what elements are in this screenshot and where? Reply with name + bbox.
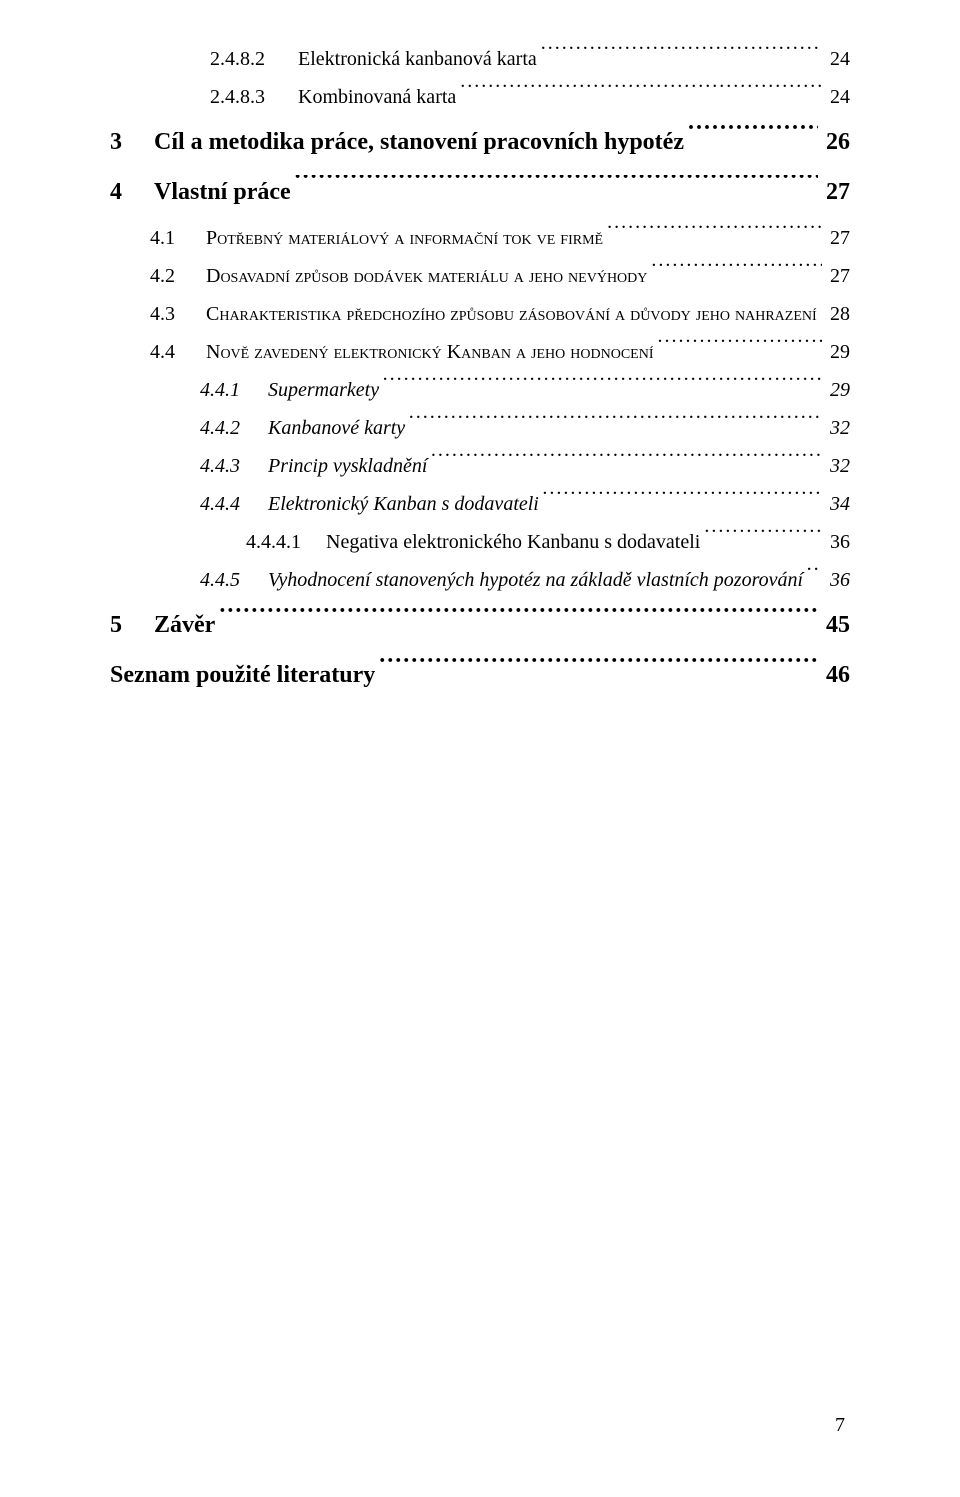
toc-entry: 3Cíl a metodika práce, stanovení pracovn…	[110, 120, 850, 166]
toc-entry-page: 27	[826, 219, 850, 257]
toc-leader-dots	[219, 608, 818, 632]
toc-entry-label: Dosavadní způsob dodávek materiálu a jeh…	[206, 257, 647, 295]
toc-entry: 4.4.4Elektronický Kanban s dodavateli 34	[110, 485, 850, 523]
toc-entry: 4.4.5Vyhodnocení stanovených hypotéz na …	[110, 561, 850, 599]
toc-entry-label: Charakteristika předchozího způsobu záso…	[206, 295, 817, 333]
toc-entry-page: 28	[826, 295, 850, 333]
toc-leader-dots	[460, 83, 822, 103]
toc-entry-page: 29	[826, 371, 850, 409]
toc-entry-number: 4.4.3	[200, 447, 268, 485]
toc-entry-number: 4.4.5	[200, 561, 268, 599]
toc-entry: 2.4.8.2Elektronická kanbanová karta 24	[110, 40, 850, 78]
toc-entry-number: 3	[110, 120, 154, 166]
toc-entry-label: Potřebný materiálový a informační tok ve…	[206, 219, 603, 257]
toc-entry-label: Vyhodnocení stanovených hypotéz na zákla…	[268, 561, 803, 599]
toc-entry-page: 27	[826, 257, 850, 295]
toc-entry-number: 4.4.4.1	[246, 523, 326, 561]
table-of-contents: 2.4.8.2Elektronická kanbanová karta242.4…	[110, 40, 850, 698]
toc-entry: Seznam použité literatury 46	[110, 653, 850, 699]
toc-entry-page: 34	[826, 485, 850, 523]
toc-entry-number: 4.4.2	[200, 409, 268, 447]
toc-entry: 2.4.8.3Kombinovaná karta 24	[110, 78, 850, 116]
toc-entry: 4.1Potřebný materiálový a informační tok…	[110, 219, 850, 257]
toc-leader-dots	[688, 125, 818, 149]
toc-leader-dots	[541, 45, 822, 65]
toc-entry-label: Elektronický Kanban s dodavateli	[268, 485, 539, 523]
toc-entry-page: 24	[826, 78, 850, 116]
toc-entry-page: 46	[822, 653, 850, 699]
toc-entry-number: 5	[110, 603, 154, 649]
toc-entry: 4.2Dosavadní způsob dodávek materiálu a …	[110, 257, 850, 295]
toc-entry: 5Závěr 45	[110, 603, 850, 649]
toc-leader-dots	[431, 452, 822, 472]
toc-entry-label: Seznam použité literatury	[110, 653, 375, 699]
toc-leader-dots	[651, 262, 822, 282]
toc-entry-label: Elektronická kanbanová karta	[298, 40, 537, 78]
toc-entry-page: 36	[826, 561, 850, 599]
toc-entry-label: Supermarkety	[268, 371, 379, 409]
toc-leader-dots	[607, 224, 822, 244]
toc-leader-dots	[409, 414, 822, 434]
toc-entry: 4.4.1Supermarkety 29	[110, 371, 850, 409]
page: 2.4.8.2Elektronická kanbanová karta242.4…	[0, 0, 960, 1497]
toc-leader-dots	[379, 658, 818, 682]
toc-entry-number: 4.2	[150, 257, 206, 295]
toc-entry-page: 36	[826, 523, 850, 561]
toc-entry-number: 2.4.8.3	[210, 78, 298, 116]
toc-entry: 4.4.3Princip vyskladnění 32	[110, 447, 850, 485]
toc-entry-label: Nově zavedený elektronický Kanban a jeho…	[206, 333, 653, 371]
toc-entry-number: 4.4	[150, 333, 206, 371]
toc-entry-page: 29	[826, 333, 850, 371]
toc-entry-label: Závěr	[154, 603, 215, 649]
toc-leader-dots	[821, 300, 822, 320]
toc-entry-label: Vlastní práce	[154, 170, 291, 216]
toc-entry-label: Cíl a metodika práce, stanovení pracovní…	[154, 120, 684, 166]
toc-entry-number: 4.1	[150, 219, 206, 257]
page-number: 7	[835, 1414, 845, 1437]
toc-leader-dots	[295, 175, 818, 199]
toc-entry-number: 4.3	[150, 295, 206, 333]
toc-entry-number: 2.4.8.2	[210, 40, 298, 78]
toc-entry: 4.4.2Kanbanové karty 32	[110, 409, 850, 447]
toc-entry-number: 4.4.4	[200, 485, 268, 523]
toc-leader-dots	[383, 376, 822, 396]
toc-leader-dots	[543, 490, 822, 510]
toc-leader-dots	[657, 338, 822, 358]
toc-entry-label: Negativa elektronického Kanbanu s dodava…	[326, 523, 700, 561]
toc-entry-number: 4	[110, 170, 154, 216]
toc-entry-page: 24	[826, 40, 850, 78]
toc-entry-label: Princip vyskladnění	[268, 447, 427, 485]
toc-entry: 4Vlastní práce 27	[110, 170, 850, 216]
toc-entry-page: 27	[822, 170, 850, 216]
toc-entry-page: 32	[826, 409, 850, 447]
toc-entry: 4.3Charakteristika předchozího způsobu z…	[110, 295, 850, 333]
toc-leader-dots	[807, 566, 822, 586]
toc-entry-page: 45	[822, 603, 850, 649]
toc-entry-number: 4.4.1	[200, 371, 268, 409]
toc-leader-dots	[704, 528, 822, 548]
toc-entry-page: 32	[826, 447, 850, 485]
toc-entry: 4.4Nově zavedený elektronický Kanban a j…	[110, 333, 850, 371]
toc-entry: 4.4.4.1Negativa elektronického Kanbanu s…	[110, 523, 850, 561]
toc-entry-page: 26	[822, 120, 850, 166]
toc-entry-label: Kanbanové karty	[268, 409, 405, 447]
toc-entry-label: Kombinovaná karta	[298, 78, 456, 116]
